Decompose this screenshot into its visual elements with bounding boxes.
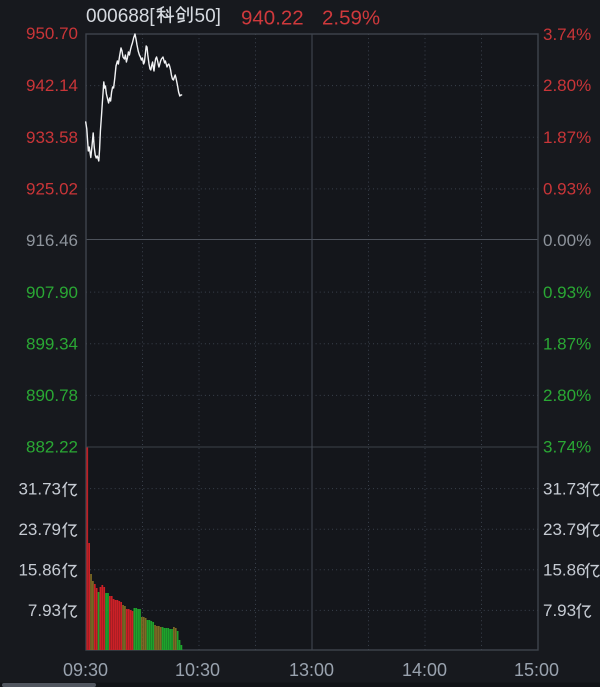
svg-text:15.86: 15.86: [18, 561, 61, 580]
svg-text:31.73: 31.73: [543, 480, 586, 499]
svg-text:10:30: 10:30: [175, 660, 220, 680]
svg-text:916.46: 916.46: [26, 231, 78, 250]
svg-text:1.87%: 1.87%: [543, 128, 591, 147]
svg-text:31.73: 31.73: [18, 480, 61, 499]
svg-text:933.58: 933.58: [26, 128, 78, 147]
svg-text:000688[: 000688[: [86, 6, 155, 27]
svg-text:950.70: 950.70: [26, 24, 78, 43]
svg-text:907.90: 907.90: [26, 283, 78, 302]
svg-text:1.87%: 1.87%: [543, 335, 591, 354]
svg-text:882.22: 882.22: [26, 438, 78, 457]
svg-text:925.02: 925.02: [26, 180, 78, 199]
svg-text:7.93: 7.93: [543, 601, 576, 620]
svg-text:13:00: 13:00: [289, 660, 334, 680]
svg-text:09:30: 09:30: [63, 660, 108, 680]
svg-text:3.74%: 3.74%: [543, 438, 591, 457]
svg-text:942.14: 942.14: [26, 76, 78, 95]
svg-text:2.80%: 2.80%: [543, 76, 591, 95]
svg-text:2.59%: 2.59%: [322, 7, 380, 30]
svg-text:14:00: 14:00: [402, 660, 447, 680]
svg-text:3.74%: 3.74%: [543, 25, 591, 44]
svg-text:890.78: 890.78: [26, 386, 78, 405]
svg-text:940.22: 940.22: [241, 7, 304, 30]
svg-text:0.00%: 0.00%: [543, 231, 591, 250]
svg-text:15:00: 15:00: [514, 660, 559, 680]
svg-text:2.80%: 2.80%: [543, 386, 591, 405]
svg-text:23.79: 23.79: [18, 520, 61, 539]
svg-text:15.86: 15.86: [543, 561, 586, 580]
svg-text:0.93%: 0.93%: [543, 180, 591, 199]
svg-text:7.93: 7.93: [28, 601, 61, 620]
svg-text:899.34: 899.34: [26, 335, 78, 354]
svg-text:23.79: 23.79: [543, 520, 586, 539]
svg-text:0.93%: 0.93%: [543, 283, 591, 302]
svg-text:50]: 50]: [195, 6, 221, 27]
